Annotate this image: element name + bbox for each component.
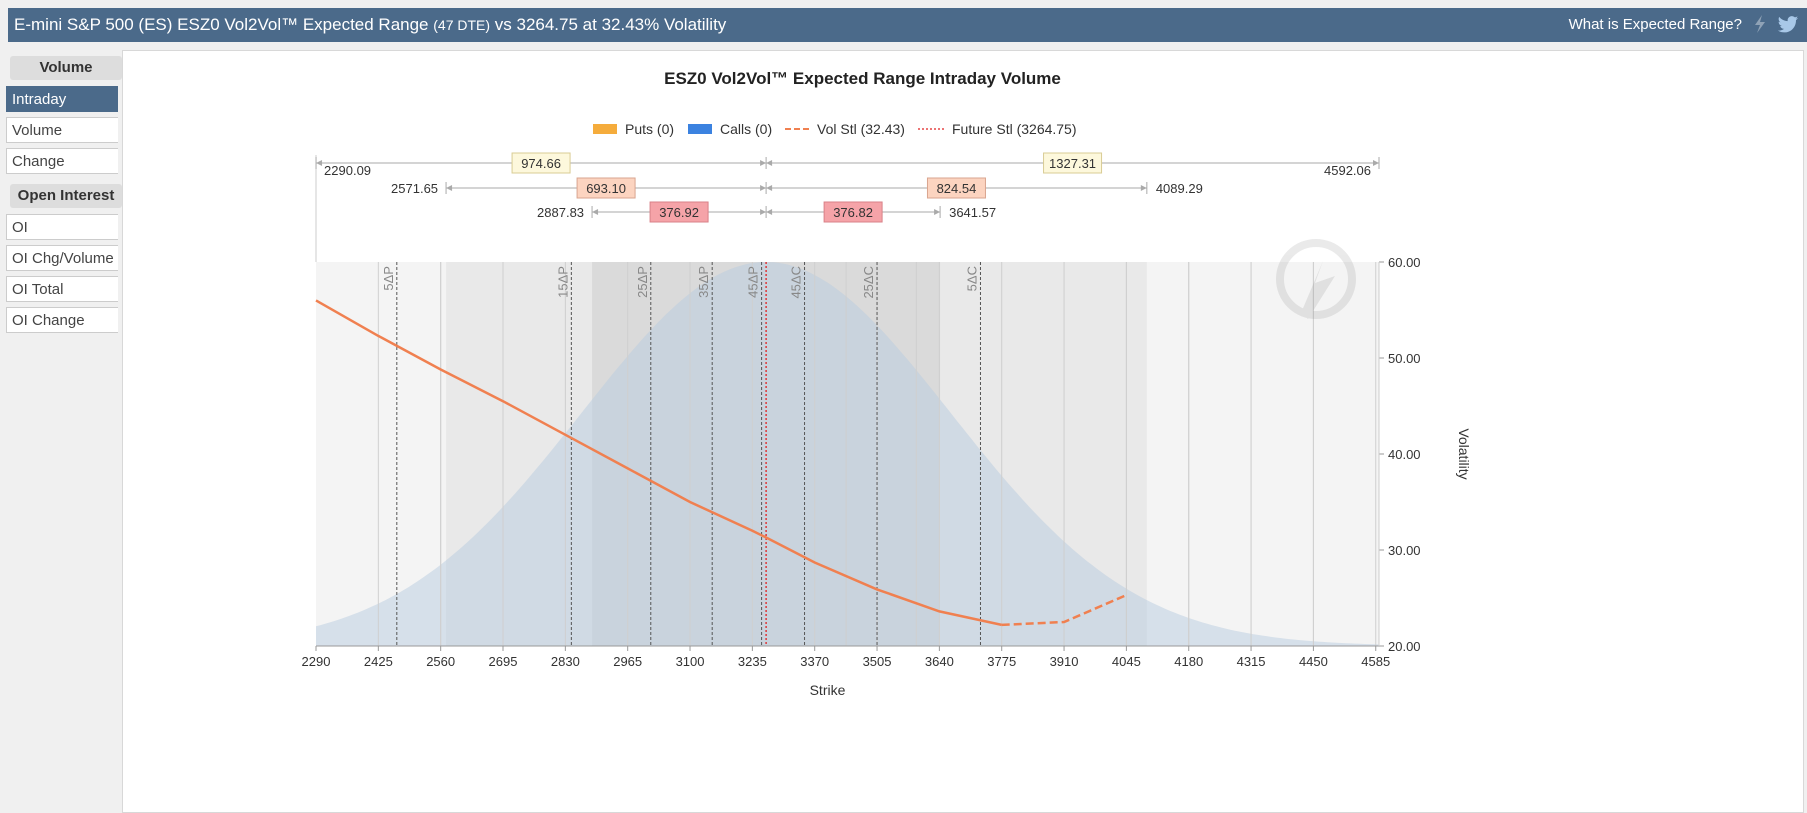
- sidebar-heading-open-interest: Open Interest: [10, 184, 122, 208]
- x-tick-label: 2965: [613, 654, 642, 669]
- range-up-label: 824.54: [937, 181, 977, 196]
- range-arrow: [760, 160, 767, 166]
- x-tick-label: 3910: [1050, 654, 1079, 669]
- probability-distribution: [316, 262, 1379, 646]
- legend-item: Calls (0): [720, 121, 772, 137]
- x-tick-label: 3235: [738, 654, 767, 669]
- range-arrow: [1373, 160, 1379, 166]
- x-tick-label: 4585: [1361, 654, 1390, 669]
- chart-legend: Puts (0) Calls (0) Vol Stl (32.43) Future S…: [593, 121, 1077, 137]
- range-arrow: [934, 209, 941, 215]
- legend-item: Future Stl (3264.75): [952, 121, 1077, 137]
- range-arrow: [766, 209, 773, 215]
- range-arrow: [766, 185, 773, 191]
- x-tick-label: 4450: [1299, 654, 1328, 669]
- range-up-label: 1327.31: [1049, 156, 1096, 171]
- range-low-label: 2571.65: [391, 181, 438, 196]
- x-tick-label: 3100: [676, 654, 705, 669]
- range-down-box: [511, 152, 571, 174]
- range-arrow: [592, 209, 599, 215]
- y-tick-label: 30.00: [1388, 543, 1421, 558]
- y-tick-label: 40.00: [1388, 447, 1421, 462]
- sidebar-item-oi-chg-volume[interactable]: OI Chg/Volume: [6, 245, 118, 271]
- x-tick-label: 2560: [426, 654, 455, 669]
- x-tick-label: 3775: [987, 654, 1016, 669]
- x-tick-label: 2290: [302, 654, 331, 669]
- expected-range-row: 2887.83 3641.57 376.92 376.82: [537, 201, 996, 223]
- x-tick-label: 4315: [1237, 654, 1266, 669]
- y-tick-label: 60.00: [1388, 255, 1421, 270]
- sidebar-item-intraday[interactable]: Intraday: [6, 86, 118, 112]
- sidebar-item-oi[interactable]: OI: [6, 214, 118, 240]
- delta-label: 45ΔP: [746, 266, 761, 298]
- expected-range-row: 2290.09 4592.06 974.66 1327.31: [315, 152, 1380, 178]
- range-down-box: [649, 201, 709, 223]
- range-up-label: 376.82: [833, 205, 873, 220]
- x-tick-label: 4180: [1174, 654, 1203, 669]
- x-tick-label: 4045: [1112, 654, 1141, 669]
- range-arrow: [766, 160, 773, 166]
- sidebar-item-change[interactable]: Change: [6, 148, 118, 174]
- y-tick-label: 50.00: [1388, 351, 1421, 366]
- twitter-icon[interactable]: [1777, 13, 1799, 35]
- delta-label: 45ΔC: [789, 266, 804, 299]
- range-high-label: 4592.06: [1324, 163, 1371, 178]
- range-high-label: 3641.57: [949, 205, 996, 220]
- expected-range-help-link[interactable]: What is Expected Range?: [1568, 16, 1742, 33]
- legend-swatch: [593, 124, 617, 134]
- header-bar: E-mini S&P 500 (ES) ESZ0 Vol2Vol™ Expect…: [8, 8, 1807, 42]
- sidebar-heading-volume: Volume: [10, 56, 122, 80]
- delta-label: 25ΔP: [635, 266, 650, 298]
- legend-swatch: [688, 124, 712, 134]
- x-axis-title: Strike: [810, 682, 846, 698]
- page-title: E-mini S&P 500 (ES) ESZ0 Vol2Vol™ Expect…: [14, 15, 726, 35]
- title-dte: (47 DTE): [433, 17, 491, 33]
- title-suffix: vs 3264.75 at 32.43% Volatility: [490, 15, 727, 34]
- expected-range-row: 2571.65 4089.29 693.10 824.54: [391, 177, 1203, 199]
- delta-label: 5ΔP: [381, 266, 396, 291]
- delta-label: 25ΔC: [861, 266, 876, 299]
- expected-range-chart: ESZ0 Vol2Vol™ Expected Range Intraday Vo…: [302, 69, 1472, 698]
- legend-item: Puts (0): [625, 121, 674, 137]
- range-high-label: 4089.29: [1156, 181, 1203, 196]
- x-tick-label: 2830: [551, 654, 580, 669]
- range-down-label: 693.10: [586, 181, 626, 196]
- sidebar: Volume Intraday Volume Change Open Inter…: [6, 56, 122, 338]
- y-axis-title: Volatility: [1456, 428, 1472, 479]
- range-down-label: 974.66: [521, 156, 561, 171]
- range-down-label: 376.92: [659, 205, 699, 220]
- lightning-icon[interactable]: [1749, 13, 1771, 35]
- chart-panel: ESZ0 Vol2Vol™ Expected Range Intraday Vo…: [122, 50, 1804, 813]
- sidebar-item-oi-total[interactable]: OI Total: [6, 276, 118, 302]
- range-arrow: [446, 185, 453, 191]
- range-arrow: [316, 160, 323, 166]
- vol-settlement-curve: [315, 299, 1002, 627]
- chart-title: ESZ0 Vol2Vol™ Expected Range Intraday Vo…: [664, 69, 1061, 88]
- range-up-box: [1043, 152, 1103, 174]
- range-up-box: [926, 177, 986, 199]
- y-tick-label: 20.00: [1388, 639, 1421, 654]
- watermark-logo-icon: [1276, 239, 1356, 319]
- x-tick-label: 3640: [925, 654, 954, 669]
- range-down-box: [576, 177, 636, 199]
- title-prefix: E-mini S&P 500 (ES) ESZ0 Vol2Vol™ Expect…: [14, 15, 434, 34]
- x-tick-label: 2425: [364, 654, 393, 669]
- x-tick-label: 3505: [863, 654, 892, 669]
- range-arrow: [760, 209, 767, 215]
- x-tick-label: 2695: [489, 654, 518, 669]
- delta-label: 15ΔP: [555, 266, 570, 298]
- range-low-label: 2290.09: [324, 163, 371, 178]
- sidebar-item-volume[interactable]: Volume: [6, 117, 118, 143]
- range-arrow: [760, 185, 767, 191]
- range-arrow: [1140, 185, 1147, 191]
- legend-item: Vol Stl (32.43): [817, 121, 905, 137]
- x-tick-label: 3370: [800, 654, 829, 669]
- range-low-label: 2887.83: [537, 205, 584, 220]
- range-up-box: [823, 201, 883, 223]
- sidebar-item-oi-change[interactable]: OI Change: [6, 307, 118, 333]
- delta-label: 5ΔC: [964, 266, 979, 291]
- delta-label: 35ΔP: [696, 266, 711, 298]
- vol-settlement-curve-extrapolated: [1001, 593, 1127, 627]
